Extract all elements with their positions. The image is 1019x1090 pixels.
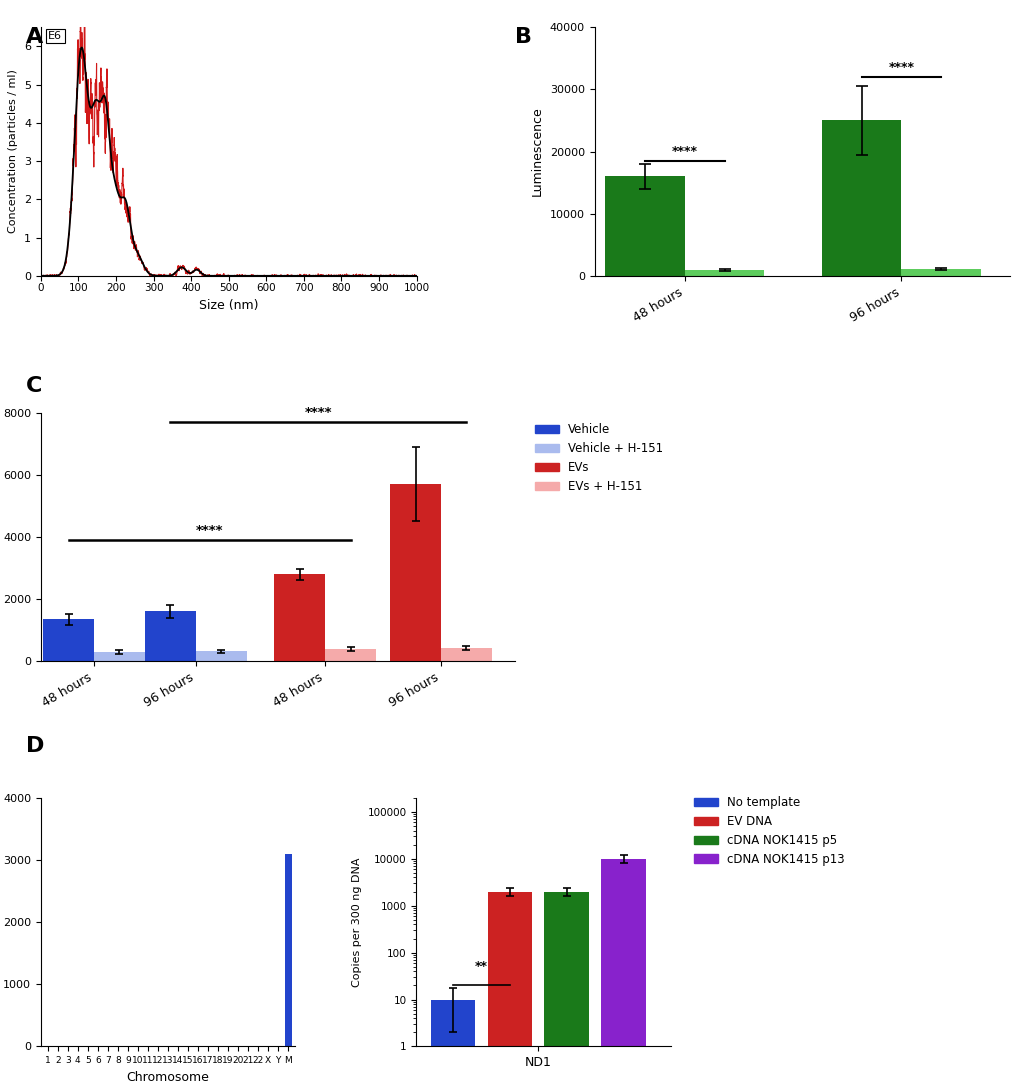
Bar [196,652,247,662]
Text: ****: **** [196,524,223,537]
Bar [440,647,491,662]
Text: D: D [25,736,44,755]
Y-axis label: Luminescence: Luminescence [531,107,543,196]
Bar [389,484,440,662]
Text: ****: **** [672,145,697,158]
Bar [901,269,980,276]
Text: ****: **** [888,61,914,74]
Y-axis label: Copies per 300 ng DNA: Copies per 300 ng DNA [352,858,362,986]
Text: B: B [515,27,532,47]
Bar [145,611,196,662]
Legend: Vehicle, Vehicle + H-151, EVs, EVs + H-151: Vehicle, Vehicle + H-151, EVs, EVs + H-1… [530,419,667,498]
Bar [430,1000,475,1090]
Text: A: A [25,27,43,47]
Y-axis label: Concentration (particles / ml): Concentration (particles / ml) [8,70,18,233]
Bar [601,859,646,1090]
Bar [284,853,291,1046]
Text: ****: **** [305,405,332,419]
Bar [684,270,763,276]
Bar [94,652,145,662]
Bar [604,177,684,276]
Bar [274,574,325,662]
Bar [487,892,532,1090]
Text: E6: E6 [48,31,62,41]
Legend: No template, EV DNA, cDNA NOK1415 p5, cDNA NOK1415 p13: No template, EV DNA, cDNA NOK1415 p5, cD… [689,791,849,871]
Bar [43,619,94,662]
X-axis label: Size (nm): Size (nm) [199,299,258,312]
Bar [325,650,376,662]
X-axis label: Chromosome: Chromosome [126,1070,209,1083]
Text: C: C [25,376,42,396]
Text: **: ** [475,960,487,973]
Bar [821,121,901,276]
Bar [544,892,589,1090]
